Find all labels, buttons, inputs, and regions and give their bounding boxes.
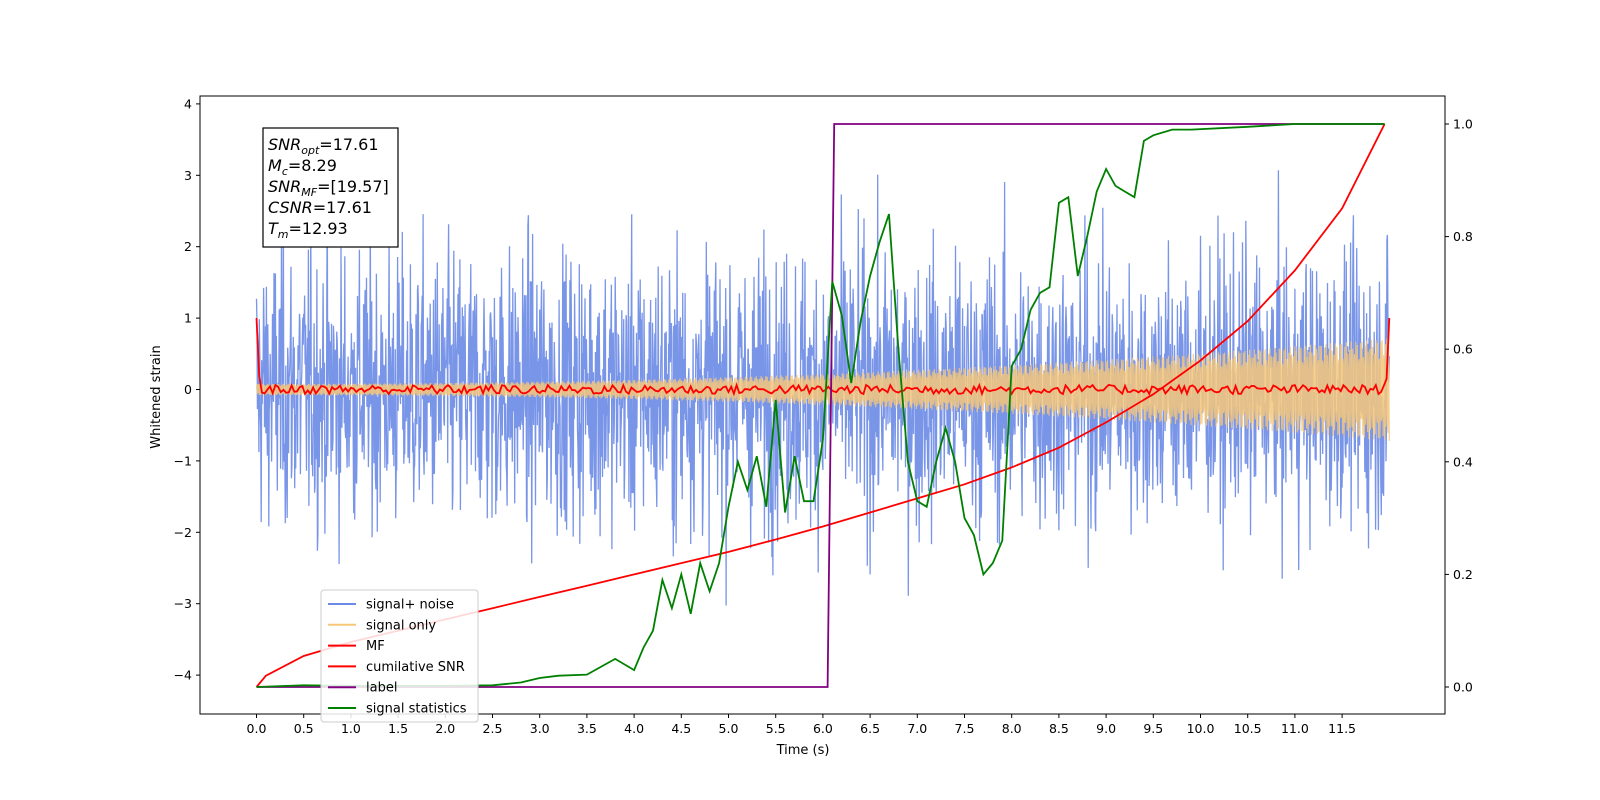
legend-label: signal+ noise xyxy=(366,598,454,613)
series-mf-line xyxy=(255,318,1391,397)
x-tick-label: 4.0 xyxy=(624,721,644,736)
x-tick-label: 11.0 xyxy=(1281,721,1309,736)
y-left-tick-label: −3 xyxy=(174,596,192,611)
x-tick-label: 1.5 xyxy=(388,721,408,736)
y-right-tick-label: 0.8 xyxy=(1453,229,1473,244)
y-right-tick-label: 1.0 xyxy=(1453,117,1473,132)
legend: signal+ noise signal only MF cumilative SNR… xyxy=(320,589,479,723)
y-right-tick-label: 0.0 xyxy=(1453,680,1473,695)
y-left-tick-label: −1 xyxy=(174,453,192,468)
y-left-tick-label: 4 xyxy=(184,96,192,111)
x-tick-label: 8.5 xyxy=(1049,721,1069,736)
legend-label: signal statistics xyxy=(366,702,467,717)
legend-frame xyxy=(320,589,479,723)
legend-label: cumilative SNR xyxy=(366,660,465,675)
series-signal-only-line xyxy=(255,338,1390,441)
annotation-line: SNRMF=[19.57] xyxy=(268,177,389,199)
x-tick-label: 5.5 xyxy=(766,721,786,736)
x-tick-label: 4.5 xyxy=(671,721,691,736)
x-tick-label: 7.5 xyxy=(955,721,975,736)
axes: Time (s) Whitened strain 0.0 0.5 1.0 1.5 2.0… xyxy=(149,95,1473,758)
x-tick-label: 10.5 xyxy=(1234,721,1262,736)
series-signal-statistics-line xyxy=(256,123,1385,688)
x-tick-label: 10.0 xyxy=(1187,721,1215,736)
annotation-line: SNRopt=17.61 xyxy=(268,135,379,157)
y-left-tick-label: 3 xyxy=(184,168,192,183)
x-axis-label: Time (s) xyxy=(776,743,830,758)
x-tick-label: 2.0 xyxy=(435,721,455,736)
series-signal-noise-line xyxy=(255,170,1390,606)
annotation-line: Mc=8.29 xyxy=(268,156,337,178)
y-left-tick-label: −2 xyxy=(174,525,192,540)
x-tick-label: 1.0 xyxy=(341,721,361,736)
annotation-frame xyxy=(262,127,399,248)
y-axis-label: Whitened strain xyxy=(149,345,164,448)
x-tick-label: 8.0 xyxy=(1002,721,1022,736)
y-left-tick-label: 2 xyxy=(184,239,192,254)
y-right-tick-label: 0.2 xyxy=(1453,567,1473,582)
legend-label: label xyxy=(366,681,397,696)
x-tick-label: 5.0 xyxy=(719,721,739,736)
x-tick-label: 9.0 xyxy=(1096,721,1116,736)
x-tick-label: 2.5 xyxy=(483,721,503,736)
x-tick-label: 6.5 xyxy=(860,721,880,736)
y-left-tick-label: −4 xyxy=(174,668,192,683)
y-left-tick-label: 0 xyxy=(184,382,192,397)
x-tick-label: 7.0 xyxy=(907,721,927,736)
x-tick-label: 3.5 xyxy=(577,721,597,736)
x-tick-label: 11.5 xyxy=(1328,721,1356,736)
x-tick-label: 0.5 xyxy=(294,721,314,736)
annotation-box: SNRopt=17.61Mc=8.29SNRMF=[19.57]CSNR=17.… xyxy=(262,127,399,248)
x-tick-label: 3.0 xyxy=(530,721,550,736)
y-right-tick-label: 0.6 xyxy=(1453,342,1473,357)
y-left-tick-label: 1 xyxy=(184,311,192,326)
x-tick-label: 9.5 xyxy=(1143,721,1163,736)
y-right-tick-label: 0.4 xyxy=(1453,454,1473,469)
series-label-line xyxy=(256,123,1385,688)
annotation-line: Tm=12.93 xyxy=(268,219,348,241)
x-tick-label: 0.0 xyxy=(247,721,267,736)
legend-label: signal only xyxy=(366,618,436,633)
legend-label: MF xyxy=(366,639,385,654)
annotation-line: CSNR=17.61 xyxy=(268,198,372,217)
x-tick-label: 6.0 xyxy=(813,721,833,736)
